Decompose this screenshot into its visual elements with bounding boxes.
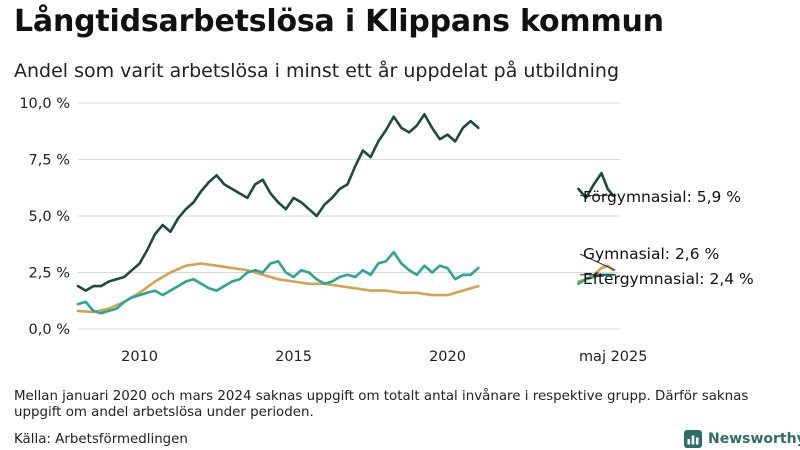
x-tick-label: 2020 <box>429 349 466 365</box>
x-tick-label: 2015 <box>275 349 312 365</box>
chart-subtitle: Andel som varit arbetslösa i minst ett å… <box>14 60 620 82</box>
x-axis: 2010 2015 2020 maj 2025 <box>121 349 647 365</box>
brand-logo: Newsworthy <box>684 429 800 449</box>
source-note: Källa: Arbetsförmedlingen <box>14 432 188 447</box>
label-leader-line <box>579 253 616 271</box>
series-end-label: Gymnasial: 2,6 % <box>583 245 719 263</box>
y-axis: 0,0 % 2,5 % 5,0 % 7,5 % 10,0 % <box>19 96 70 338</box>
brand-name: Newsworthy <box>708 431 800 447</box>
x-tick-label: 2010 <box>121 349 158 365</box>
y-tick-label: 7,5 % <box>29 153 70 169</box>
series-line-gymnasial <box>76 262 480 314</box>
series-line-förgymnasial <box>577 171 615 200</box>
series-end-labels: Förgymnasial: 5,9 % Gymnasial: 2,6 % Efter… <box>579 188 754 288</box>
bar-chart-icon <box>684 430 702 448</box>
y-tick-label: 2,5 % <box>29 266 70 282</box>
series-end-label: Förgymnasial: 5,9 % <box>583 188 741 206</box>
series-line-eftergymnasial <box>76 250 480 315</box>
y-tick-label: 0,0 % <box>29 322 70 338</box>
chart-title: Långtidsarbetslösa i Klippans kommun <box>14 4 664 39</box>
series-lines <box>76 113 615 315</box>
series-line-förgymnasial <box>76 113 480 292</box>
x-tick-label: maj 2025 <box>579 349 648 365</box>
series-end-label: Eftergymnasial: 2,4 % <box>583 270 754 288</box>
grid-lines <box>78 102 620 330</box>
line-chart: 0,0 % 2,5 % 5,0 % 7,5 % 10,0 % 2010 2015 2020 m… <box>19 96 754 365</box>
y-tick-label: 5,0 % <box>29 209 70 225</box>
y-tick-label: 10,0 % <box>19 96 70 112</box>
footnote: Mellan januari 2020 och mars 2024 saknas… <box>14 389 749 420</box>
